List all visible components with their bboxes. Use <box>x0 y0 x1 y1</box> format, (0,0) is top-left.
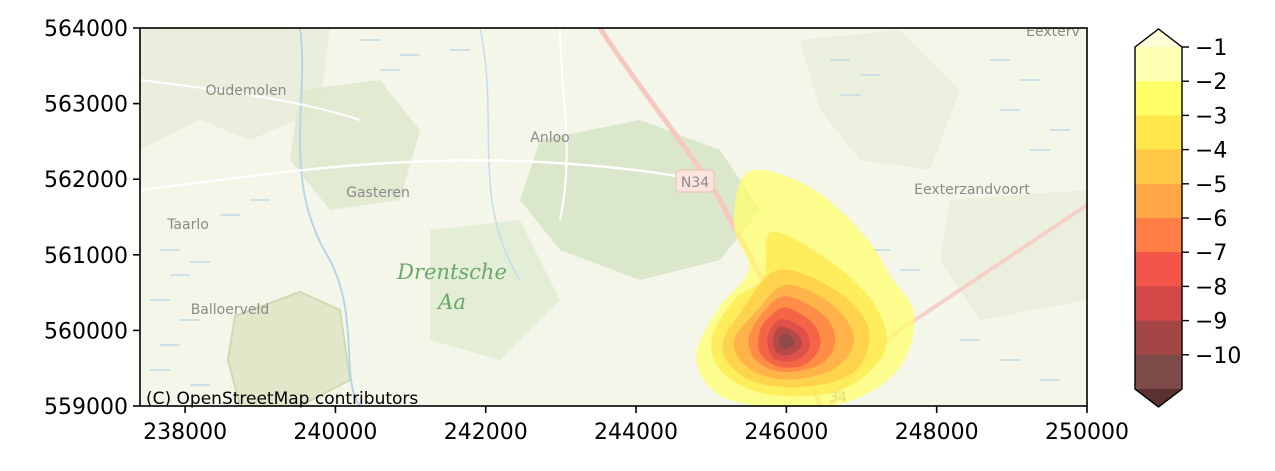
forest-patch <box>290 80 420 210</box>
colorbar-band <box>1135 218 1182 253</box>
water-label-line2: Aa <box>436 290 466 314</box>
road-minor <box>559 28 568 221</box>
y-axis: 559000 560000 561000 562000 563000 564000 <box>44 17 140 420</box>
place-label-eexterzandvoort: Eexterzandvoort <box>914 182 1030 198</box>
colorbar-band <box>1135 252 1182 287</box>
colorbar-band <box>1135 81 1182 116</box>
place-label-balloerveld: Balloerveld <box>191 302 270 318</box>
x-tick-label: 244000 <box>594 420 678 445</box>
attribution-text: (C) OpenStreetMap contributors <box>146 389 418 409</box>
colorbar-tick-label: −10 <box>1195 344 1241 369</box>
x-tick-label: 238000 <box>143 420 227 445</box>
colorbar-tick-label: −8 <box>1195 275 1227 300</box>
colorbar-tick-label: −4 <box>1195 139 1227 164</box>
x-tick-label: 242000 <box>444 420 528 445</box>
contour-band <box>778 333 795 349</box>
road-label-n34: N34 <box>681 175 709 191</box>
colorbar-tick-label: −3 <box>1195 104 1227 129</box>
axes-frame <box>139 27 1088 407</box>
stream <box>299 28 361 406</box>
stream <box>479 28 521 281</box>
wetland-texture <box>150 39 1070 386</box>
colorbar-extend-top <box>1135 29 1182 47</box>
colorbar-band <box>1135 320 1182 356</box>
colorbar-band <box>1135 183 1182 219</box>
y-tick-label: 559000 <box>44 395 128 420</box>
field-patch <box>800 30 960 170</box>
colorbar-tick-label: −9 <box>1195 310 1227 335</box>
y-tick-label: 562000 <box>44 168 128 193</box>
colorbar-extend-bottom <box>1135 389 1182 407</box>
road-minor <box>140 79 361 121</box>
field-patch <box>140 28 330 150</box>
x-tick-label: 246000 <box>744 420 828 445</box>
colorbar-band <box>1135 47 1182 82</box>
colorbar: −1 −2 −3 −4 −5 −6 −7 −8 −9 −10 <box>1134 28 1241 408</box>
x-tick-label: 250000 <box>1045 420 1129 445</box>
y-tick-label: 560000 <box>44 319 128 344</box>
place-label-oudemolen: Oudemolen <box>206 83 287 99</box>
colorbar-outline <box>1134 28 1183 408</box>
colorbar-tick-label: −1 <box>1195 36 1227 61</box>
contour-field <box>696 169 915 406</box>
basemap-tiles: N34 34 Oudemolen Anloo Gasteren Taarlo E… <box>140 24 1087 406</box>
y-tick-label: 561000 <box>44 244 128 269</box>
place-label-gasteren: Gasteren <box>346 185 410 201</box>
x-tick-label: 240000 <box>293 420 377 445</box>
colorbar-band <box>1135 149 1182 185</box>
colorbar-tick-label: −6 <box>1195 207 1227 232</box>
colorbar-band <box>1135 354 1182 390</box>
place-label-taarlo: Taarlo <box>166 217 209 233</box>
y-tick-label: 564000 <box>44 17 128 42</box>
colorbar-band <box>1135 115 1182 151</box>
place-label-eexterv: Eexterv <box>1026 24 1080 40</box>
colorbar-band <box>1135 286 1182 322</box>
colorbar-tick-label: −7 <box>1195 241 1227 266</box>
water-label-line1: Drentsche <box>396 260 507 284</box>
colorbar-tick-label: −5 <box>1195 173 1227 198</box>
forest-patch <box>430 220 560 360</box>
x-axis: 238000 240000 242000 244000 246000 248000 2500… <box>143 406 1129 445</box>
x-tick-label: 248000 <box>895 420 979 445</box>
place-label-anloo: Anloo <box>530 130 569 146</box>
road-shield-n34 <box>675 169 715 193</box>
y-tick-label: 563000 <box>44 93 128 118</box>
road-minor <box>140 159 701 192</box>
heath-area <box>226 290 352 406</box>
forest-patch <box>520 120 760 280</box>
colorbar-tick-label: −2 <box>1195 70 1227 95</box>
